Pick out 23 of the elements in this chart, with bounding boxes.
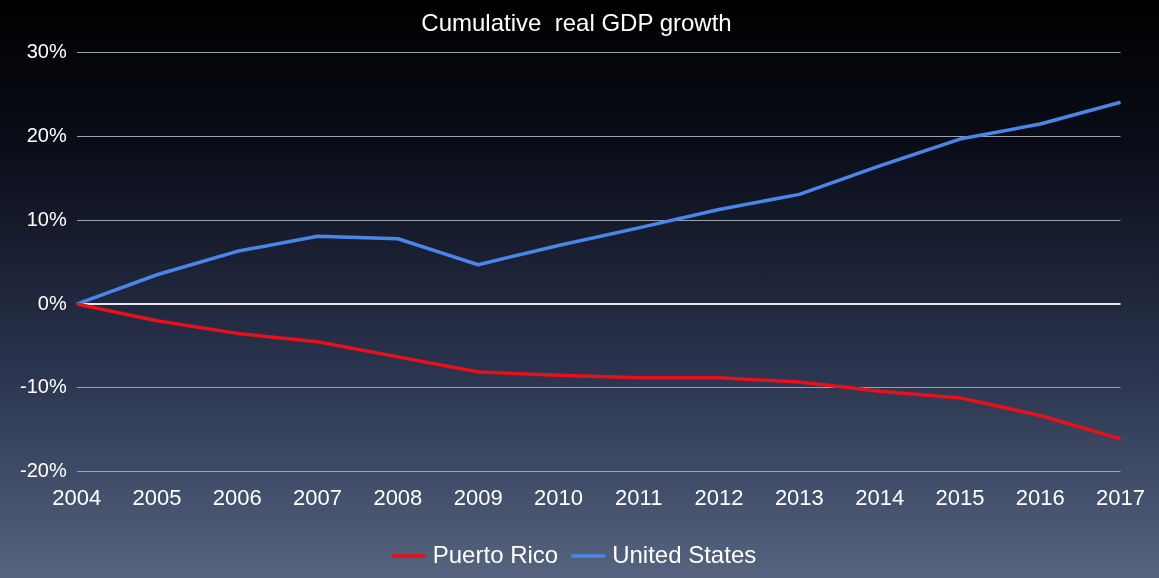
x-tick-label: 2005 [132,484,182,510]
legend-label: United States [612,540,757,568]
x-tick-label: 2004 [52,484,102,510]
legend-label: Puerto Rico [432,540,559,568]
x-tick-label: 2012 [694,484,744,510]
x-tick-label: 2011 [615,484,663,510]
y-tick-label: 10% [26,207,67,230]
y-tick-label: 30% [26,40,67,63]
x-tick-label: 2008 [373,484,423,510]
x-tick-label: 2015 [935,484,985,510]
y-tick-label: -10% [19,375,67,398]
x-tick-label: 2007 [293,484,343,510]
x-tick-label: 2017 [1096,484,1146,510]
x-tick-label: 2009 [453,484,503,510]
x-tick-label: 2010 [533,484,583,510]
x-tick-label: 2006 [212,484,262,510]
chart-title: Cumulative real GDP growth [421,9,732,37]
y-tick-label: -20% [19,459,67,482]
x-tick-label: 2014 [855,484,905,510]
x-tick-label: 2016 [1015,484,1065,510]
y-tick-label: 0% [37,291,67,314]
y-tick-label: 20% [26,124,67,147]
x-tick-label: 2013 [774,484,824,510]
